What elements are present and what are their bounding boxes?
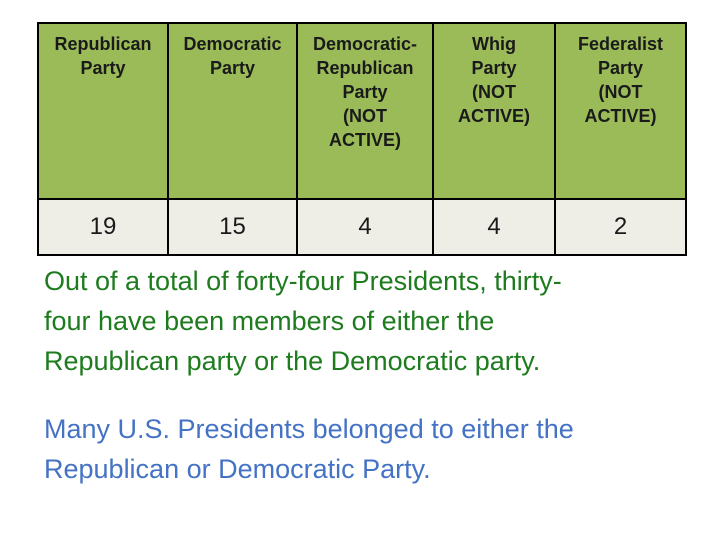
party-presidents-table: Republican Party Democratic Party Democr…: [37, 22, 687, 256]
value-cell-democratic-republican-party: 4: [296, 198, 434, 256]
table-header-row: Republican Party Democratic Party Democr…: [37, 22, 687, 200]
value-cell-whig-party: 4: [432, 198, 556, 256]
summary-text: Out of a total of forty-four Presidents,…: [44, 266, 562, 376]
table-value-row: 19 15 4 4 2: [37, 198, 687, 256]
value-cell-federalist-party: 2: [554, 198, 687, 256]
header-cell-democratic-party: Democratic Party: [167, 22, 298, 200]
value-cell-republican-party: 19: [37, 198, 169, 256]
value-cell-democratic-party: 15: [167, 198, 298, 256]
header-cell-federalist-party: Federalist Party (NOT ACTIVE): [554, 22, 687, 200]
note-text: Many U.S. Presidents belonged to either …: [44, 414, 574, 484]
header-cell-whig-party: Whig Party (NOT ACTIVE): [432, 22, 556, 200]
header-cell-republican-party: Republican Party: [37, 22, 169, 200]
header-cell-democratic-republican-party: Democratic- Republican Party (NOT ACTIVE…: [296, 22, 434, 200]
